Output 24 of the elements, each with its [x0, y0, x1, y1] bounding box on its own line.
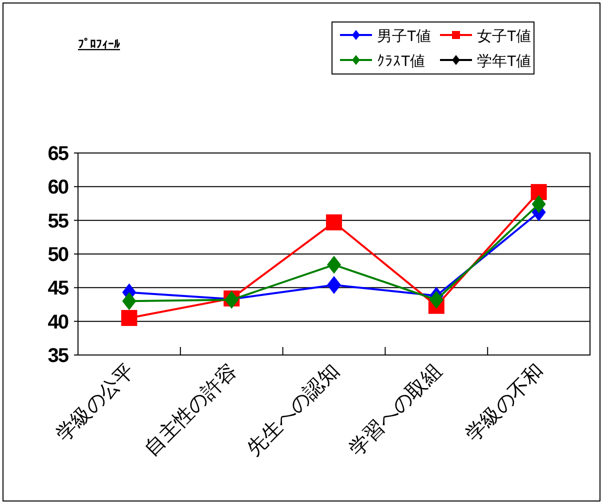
legend-label: 男子T値	[377, 28, 432, 45]
legend-label: 女子T値	[477, 28, 532, 45]
y-tick-label: 55	[48, 210, 69, 232]
y-tick-label: 65	[48, 143, 69, 165]
x-tick-label: 学級の不和	[462, 360, 548, 446]
point	[530, 184, 547, 200]
point	[532, 195, 546, 214]
chart-title: ﾌﾟﾛﾌｨｰﾙ	[78, 37, 121, 51]
point	[121, 310, 138, 326]
x-tick-label: 先生への認知	[243, 360, 344, 460]
point	[122, 292, 136, 310]
y-tick-label: 45	[48, 278, 69, 300]
y-tick-label: 35	[48, 345, 69, 367]
point	[327, 256, 341, 274]
point	[327, 276, 341, 294]
x-tick-label: 学習への取組	[346, 360, 446, 460]
y-tick-label: 60	[48, 176, 69, 199]
point	[429, 290, 444, 309]
point	[326, 214, 342, 230]
y-tick-label: 40	[48, 311, 69, 334]
legend-label: 学年T値	[477, 53, 532, 70]
x-tick-label: 自主性の許容	[140, 359, 242, 460]
y-tick-label: 50	[48, 244, 69, 266]
legend-label: ｸﾗｽT値	[377, 53, 426, 70]
